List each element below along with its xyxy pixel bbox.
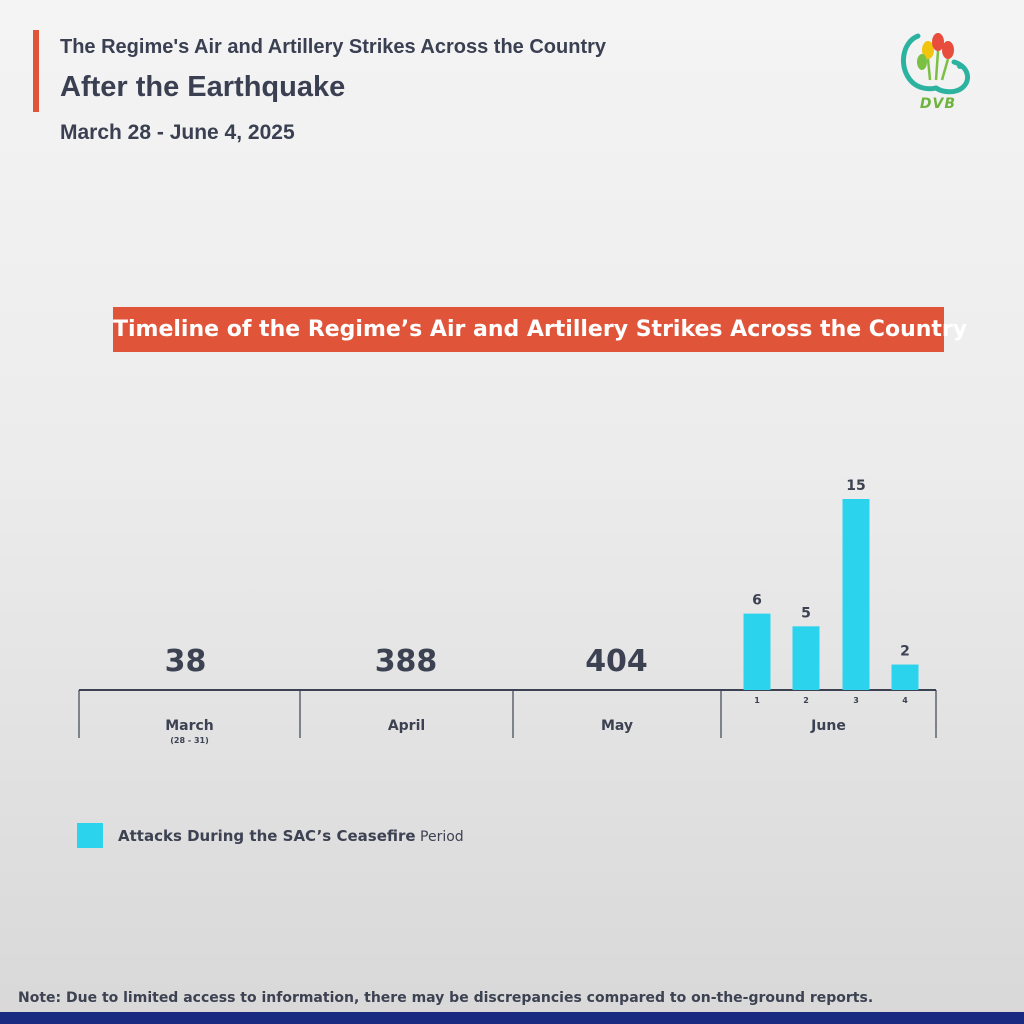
bar-value-label-june-1: 6 <box>752 593 762 609</box>
bar-june-4 <box>891 664 919 690</box>
dvb-logo: DVB <box>896 28 980 118</box>
period-sublabel-march: (28 - 31) <box>170 736 208 745</box>
dvb-logo-mark <box>901 33 971 95</box>
period-total-march: 38 <box>165 644 207 679</box>
period-total-april: 388 <box>375 644 438 679</box>
footer-bar <box>0 1012 1024 1024</box>
bar-value-label-june-3: 15 <box>846 478 865 494</box>
period-total-may: 404 <box>585 644 648 679</box>
legend-label-main: Attacks During the SAC’s Ceasefire <box>118 827 416 845</box>
tick-label-june-3: 3 <box>853 696 859 705</box>
strikes-timeline-chart: March(28 - 31)38April388May404June615215… <box>78 478 937 745</box>
period-label-april: April <box>388 718 425 734</box>
period-label-march: March <box>165 718 214 734</box>
chart-title-banner: Timeline of the Regime’s Air and Artille… <box>113 307 967 352</box>
bar-june-1 <box>743 613 771 690</box>
period-label-may: May <box>601 718 633 734</box>
period-label-june: June <box>810 718 846 734</box>
header-title-line1: The Regime's Air and Artillery Strikes A… <box>60 36 607 58</box>
tick-label-june-1: 1 <box>754 696 760 705</box>
header-title-line2: After the Earthquake <box>60 71 346 103</box>
tick-label-june-4: 4 <box>902 696 908 705</box>
legend-swatch <box>77 823 103 848</box>
bar-value-label-june-2: 5 <box>801 605 811 621</box>
dvb-logo-text: DVB <box>919 96 957 112</box>
bar-value-label-june-4: 2 <box>900 644 910 660</box>
footnote: Note: Due to limited access to informati… <box>18 990 874 1006</box>
bar-june-2 <box>792 626 820 690</box>
header-date-range: March 28 - June 4, 2025 <box>60 121 295 144</box>
legend-label: Attacks During the SAC’s Ceasefire Perio… <box>118 827 464 845</box>
bar-june-3 <box>842 499 870 690</box>
header-accent-bar <box>33 30 39 112</box>
legend-label-suffix: Period <box>415 829 464 845</box>
tick-label-june-2: 2 <box>803 696 809 705</box>
